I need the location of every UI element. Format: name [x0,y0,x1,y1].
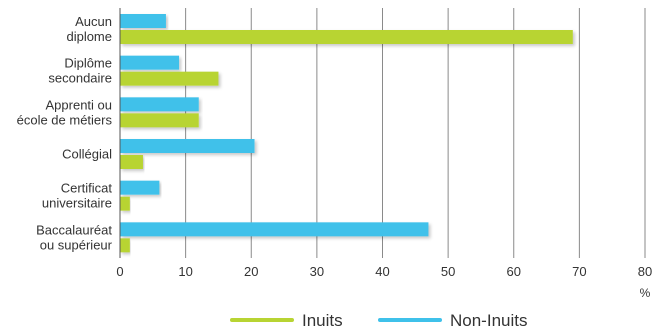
x-axis-unit: % [640,286,651,300]
category-label: Certificat [61,181,113,196]
category-label: universitaire [42,196,112,211]
category-label: Baccalauréat [36,222,112,237]
bar-inuits-3 [120,155,143,169]
legend: Inuits Non-Inuits [230,311,527,330]
bar-non-inuits-3 [120,139,255,153]
gridlines [185,8,646,258]
category-label: Diplôme [64,56,112,71]
bars [120,14,573,253]
category-label: Apprenti ou [46,97,113,112]
x-tick-label: 60 [507,264,521,279]
category-label: école de métiers [17,112,113,127]
x-tick-label: 80 [638,264,652,279]
category-label: Collégial [62,147,112,162]
bar-inuits-0 [120,30,573,44]
x-tick-label: 20 [244,264,258,279]
x-tick-label: 10 [178,264,192,279]
bar-non-inuits-5 [120,222,429,237]
category-label: ou supérieur [40,237,113,252]
bar-inuits-4 [120,196,130,211]
x-tick-label: 50 [441,264,455,279]
x-tick-label: 70 [572,264,586,279]
legend-label: Inuits [302,311,343,330]
legend-label: Non-Inuits [450,311,527,330]
bar-inuits-5 [120,238,130,253]
bar-inuits-2 [120,113,199,128]
bar-non-inuits-2 [120,97,199,112]
x-tick-label: 0 [116,264,123,279]
category-label: secondaire [48,71,112,86]
bar-non-inuits-1 [120,55,180,70]
x-tick-label: 30 [310,264,324,279]
bar-inuits-1 [120,71,219,86]
bar-non-inuits-0 [120,14,166,28]
category-label: diplome [66,29,112,44]
bar-non-inuits-4 [120,180,160,195]
category-label: Aucun [75,14,112,29]
x-axis-ticks: 0 10 20 30 40 50 60 70 80 [116,264,652,279]
x-tick-label: 40 [375,264,389,279]
